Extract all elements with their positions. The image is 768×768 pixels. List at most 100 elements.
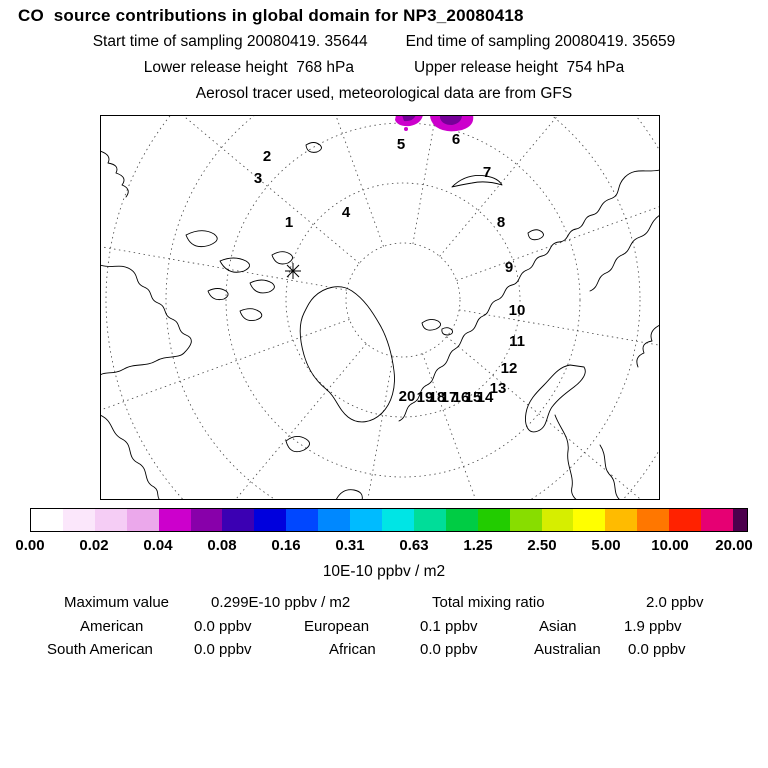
meridian-line	[446, 336, 641, 499]
meridian-line	[335, 116, 384, 247]
colorbar-tick-label: 0.04	[143, 537, 173, 554]
region-european-label: European	[304, 618, 370, 635]
total-mixing-value: 2.0 ppbv	[646, 594, 704, 611]
max-value-text: 0.299E-10 ppbv / m2	[211, 594, 351, 611]
region-asian-label: Asian	[539, 618, 577, 635]
trajectory-point-label: 13	[490, 380, 507, 397]
trajectory-point-label: 5	[397, 136, 405, 153]
colorbar-segment	[62, 509, 95, 531]
coastline-siberia-inner	[589, 215, 659, 292]
colorbar	[30, 508, 748, 532]
island-svalbard-2	[441, 327, 453, 336]
colorbar-segment	[286, 509, 319, 531]
total-mixing-label: Total mixing ratio	[432, 594, 545, 611]
colorbar-segment	[158, 509, 191, 531]
latitude-circle	[345, 242, 461, 358]
region-american-value: 0.0 ppbv	[194, 618, 252, 635]
start-time-text: Start time of sampling 20080419. 35644	[92, 33, 368, 50]
coastline-north-america	[101, 264, 192, 376]
trajectory-point-label: 12	[501, 360, 518, 377]
region-australian-value: 0.0 ppbv	[628, 641, 686, 658]
colorbar-tick-label: 0.00	[15, 537, 45, 554]
colorbar-segment	[701, 509, 733, 531]
colorbar-segment	[126, 509, 159, 531]
trajectory-point-label: 4	[342, 204, 351, 221]
colorbar-segment	[31, 509, 63, 531]
tracer-note-line: Aerosol tracer used, meteorological data…	[0, 85, 768, 103]
graticule-grid	[101, 116, 659, 499]
plot-title: CO source contributions in global domain…	[18, 6, 524, 25]
trajectory-point-label: 8	[497, 214, 505, 231]
trajectory-point-label: 14	[477, 389, 494, 406]
colorbar-segment	[190, 509, 223, 531]
colorbar-tick-label: 0.16	[271, 537, 301, 554]
trajectory-point-label: 17	[441, 389, 458, 406]
plume-core-west	[402, 116, 416, 122]
colorbar-segment	[413, 509, 446, 531]
island-archipelago-4	[207, 288, 229, 301]
colorbar-segment	[381, 509, 414, 531]
release-heights-line: Lower release height 768 hPa Upper relea…	[0, 59, 768, 77]
release-location-marker	[285, 263, 301, 279]
colorbar-segment	[605, 509, 638, 531]
colorbar-units-label: 10E-10 ppbv / m2	[322, 563, 446, 580]
sampling-times-line: Start time of sampling 20080419. 35644 E…	[0, 33, 768, 51]
plume-dot	[404, 127, 408, 131]
colorbar-overflow-segment	[732, 509, 747, 531]
trajectory-point-label: 19	[417, 389, 434, 406]
region-south-american-value: 0.0 ppbv	[194, 641, 252, 658]
island-archipelago-3	[249, 279, 275, 294]
region-asian-value: 1.9 ppbv	[624, 618, 682, 635]
region-african-label: African	[329, 641, 376, 658]
island-arc	[451, 175, 503, 188]
colorbar-tick-label: 20.00	[715, 537, 753, 554]
colorbar-tick-label: 5.00	[591, 537, 621, 554]
colorbar-segment	[94, 509, 127, 531]
map-frame	[100, 115, 660, 500]
colorbar-tick-label: 0.02	[79, 537, 109, 554]
region-african-value: 0.0 ppbv	[420, 641, 478, 658]
colorbar-segment	[477, 509, 510, 531]
lower-release-height-text: Lower release height 768 hPa	[143, 59, 354, 76]
coastline-baltic	[599, 444, 620, 499]
region-european-value: 0.1 ppbv	[420, 618, 478, 635]
colorbar-tick-labels: 0.00 0.02 0.04 0.08 0.16 0.31 0.63 1.25 2.50 5.00…	[15, 537, 752, 555]
island-iceland	[285, 436, 310, 453]
coastline-greenland	[299, 286, 395, 423]
colorbar-tick-label: 1.25	[463, 537, 493, 554]
colorbar-tick-label: 0.63	[399, 537, 429, 554]
region-american-label: American	[80, 618, 144, 635]
co-plume	[395, 116, 474, 132]
trajectory-point-label: 2	[263, 148, 271, 165]
latitude-circle	[165, 116, 641, 499]
colorbar-segment	[573, 509, 606, 531]
colorbar-segment	[222, 509, 255, 531]
plume-core-east	[440, 116, 462, 125]
meridian-line	[101, 246, 347, 291]
colorbar-segment	[541, 509, 574, 531]
colorbar-tick-label: 0.08	[207, 537, 237, 554]
colorbar-segment	[445, 509, 478, 531]
island-archipelago-6	[271, 251, 293, 265]
upper-release-height-text: Upper release height 754 hPa	[414, 59, 625, 76]
coastlines	[101, 142, 659, 499]
trajectory-point-label: 1	[285, 214, 293, 231]
colorbar-segment	[509, 509, 542, 531]
trajectory-point-label: 16	[453, 389, 470, 406]
colorbar-segment	[254, 509, 287, 531]
island-svalbard	[421, 318, 441, 331]
island-archipelago-5	[239, 308, 263, 322]
coastline-eurasia	[398, 169, 659, 422]
tracer-note-text: Aerosol tracer used, meteorological data…	[195, 85, 573, 102]
meridian-line	[367, 356, 394, 499]
latitude-circle	[105, 116, 659, 499]
trajectory-point-label: 11	[509, 333, 525, 350]
meridian-line	[101, 319, 350, 411]
plume-patch-west	[395, 116, 423, 127]
meridian-line	[439, 116, 558, 257]
coastline-canada-lower	[101, 415, 160, 499]
colorbar-segment	[637, 509, 670, 531]
trajectory-point-label: 3	[254, 170, 262, 187]
